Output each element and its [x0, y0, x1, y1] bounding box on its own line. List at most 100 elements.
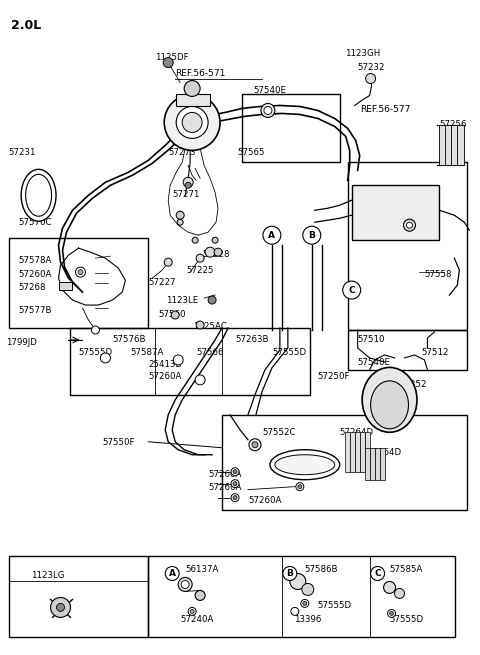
Circle shape	[173, 355, 183, 365]
Text: 57586B: 57586B	[305, 565, 338, 574]
Bar	[222, 415, 468, 510]
Circle shape	[91, 326, 99, 334]
Text: 57570C: 57570C	[19, 218, 52, 227]
Text: 57264D: 57264D	[340, 428, 374, 437]
Circle shape	[50, 597, 71, 618]
Text: 57256: 57256	[439, 121, 467, 130]
Circle shape	[404, 219, 416, 231]
Bar	[348, 330, 468, 370]
Circle shape	[75, 267, 85, 277]
Text: 57576B: 57576B	[112, 335, 146, 344]
Text: 1125AC: 1125AC	[193, 322, 227, 331]
Circle shape	[407, 222, 412, 228]
Bar	[352, 185, 439, 240]
Circle shape	[214, 248, 222, 256]
Circle shape	[366, 73, 376, 84]
Text: 57268: 57268	[19, 283, 46, 292]
Circle shape	[165, 567, 179, 580]
Circle shape	[183, 178, 193, 187]
Ellipse shape	[25, 174, 51, 216]
Ellipse shape	[371, 381, 408, 429]
Ellipse shape	[270, 450, 340, 479]
Text: 57565: 57565	[237, 149, 264, 157]
Circle shape	[303, 226, 321, 244]
Text: 57271: 57271	[172, 191, 200, 199]
Circle shape	[343, 281, 360, 299]
Text: 1799JD: 1799JD	[6, 338, 36, 347]
Circle shape	[205, 247, 215, 257]
Bar	[374, 448, 380, 479]
Bar	[71, 328, 310, 395]
Circle shape	[296, 483, 304, 491]
Circle shape	[196, 321, 204, 329]
Circle shape	[177, 219, 183, 225]
Circle shape	[178, 578, 192, 591]
Circle shape	[291, 607, 299, 616]
Text: C: C	[374, 569, 381, 578]
Text: 57263B: 57263B	[235, 335, 268, 344]
Text: B: B	[287, 569, 293, 578]
Circle shape	[184, 81, 200, 96]
Text: 57232: 57232	[358, 63, 385, 71]
Circle shape	[371, 567, 384, 580]
Text: 57512: 57512	[421, 348, 449, 357]
Text: 1125DF: 1125DF	[155, 52, 189, 62]
Text: 57240A: 57240A	[180, 616, 214, 624]
Circle shape	[283, 567, 297, 580]
Bar	[9, 238, 148, 328]
Circle shape	[233, 496, 237, 500]
Circle shape	[384, 582, 396, 593]
Circle shape	[196, 254, 204, 262]
Circle shape	[188, 607, 196, 616]
Circle shape	[176, 212, 184, 219]
Circle shape	[231, 494, 239, 502]
Bar	[370, 448, 374, 479]
Bar	[176, 94, 210, 107]
Circle shape	[252, 441, 258, 448]
Ellipse shape	[21, 170, 56, 221]
Text: 57552C: 57552C	[262, 428, 295, 437]
Circle shape	[57, 603, 64, 611]
Text: 57577B: 57577B	[19, 306, 52, 315]
Text: 57250F: 57250F	[318, 372, 350, 381]
Bar	[348, 162, 468, 330]
Circle shape	[233, 470, 237, 474]
Ellipse shape	[362, 367, 417, 432]
Text: 57578A: 57578A	[19, 256, 52, 265]
Circle shape	[182, 113, 202, 132]
Text: A: A	[168, 569, 176, 578]
Text: 57231: 57231	[9, 149, 36, 157]
Bar	[355, 432, 360, 472]
Bar	[365, 448, 370, 479]
Text: 57260A: 57260A	[208, 483, 241, 492]
Text: 56137A: 56137A	[185, 565, 218, 574]
Text: 57540E: 57540E	[358, 358, 391, 367]
Circle shape	[208, 296, 216, 304]
Circle shape	[303, 601, 307, 605]
Text: 1123LG: 1123LG	[31, 571, 64, 580]
Text: 57252: 57252	[399, 380, 427, 389]
Circle shape	[301, 599, 309, 607]
Bar	[380, 448, 384, 479]
Bar	[360, 432, 365, 472]
Circle shape	[195, 590, 205, 601]
Text: 57260A: 57260A	[19, 270, 52, 279]
Circle shape	[164, 94, 220, 151]
Text: 57555D: 57555D	[390, 616, 424, 624]
Circle shape	[290, 574, 306, 590]
Circle shape	[231, 468, 239, 476]
Text: 57566: 57566	[196, 348, 224, 357]
Text: 57260A: 57260A	[208, 470, 241, 479]
Circle shape	[192, 237, 198, 243]
Text: B: B	[308, 231, 315, 240]
Text: 57273: 57273	[168, 149, 196, 157]
Circle shape	[261, 103, 275, 117]
Circle shape	[100, 353, 110, 363]
Circle shape	[231, 479, 239, 488]
Text: 2.0L: 2.0L	[11, 18, 41, 31]
Bar	[59, 282, 72, 290]
Text: 57560: 57560	[158, 310, 186, 319]
Text: 57585A: 57585A	[390, 565, 423, 574]
Circle shape	[298, 485, 302, 489]
Text: 13396: 13396	[294, 616, 321, 624]
